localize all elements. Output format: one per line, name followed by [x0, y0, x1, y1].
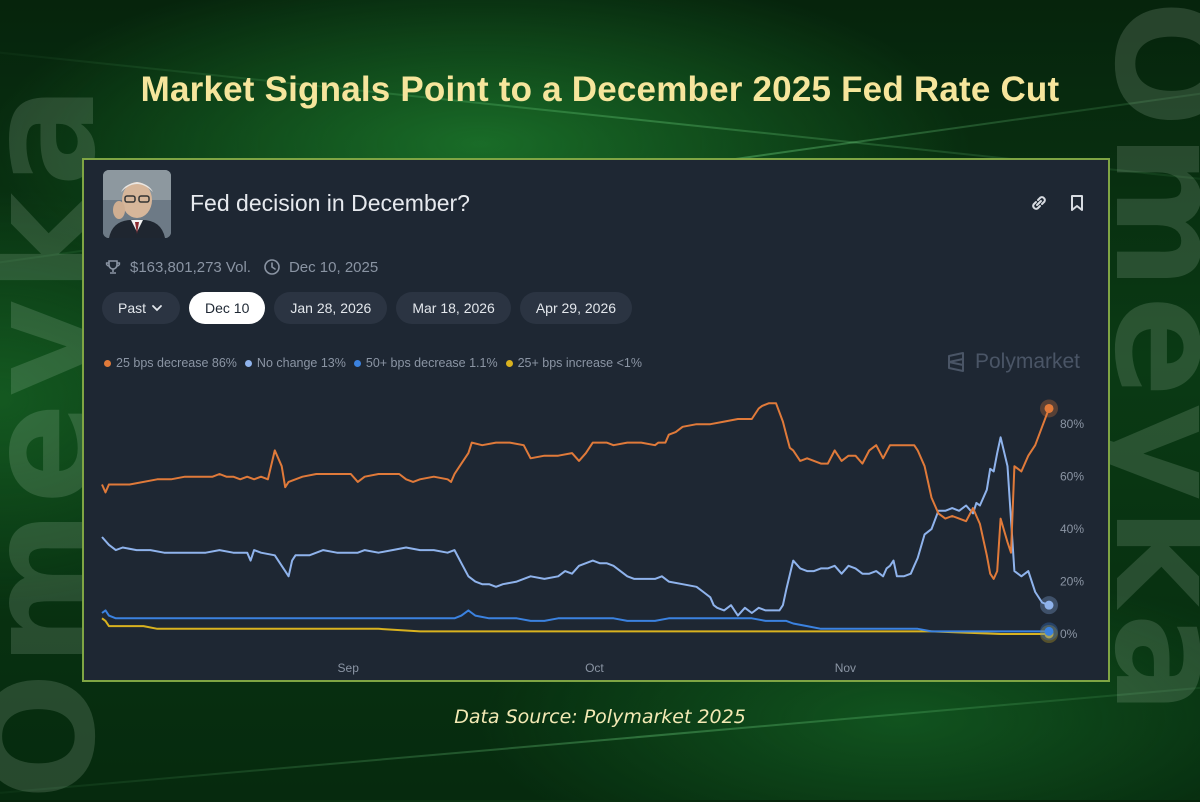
y-tick-label: 60% [1060, 470, 1084, 484]
date-tabs: Past Dec 10 Jan 28, 2026 Mar 18, 2026 Ap… [102, 292, 633, 324]
legend-label: 25 bps decrease 86% [116, 356, 237, 370]
link-icon[interactable] [1028, 192, 1050, 214]
series-line [101, 436, 1050, 617]
tab-mar-18-2026[interactable]: Mar 18, 2026 [396, 292, 511, 324]
market-avatar-image [103, 170, 171, 238]
bookmark-icon[interactable] [1066, 192, 1088, 214]
chevron-down-icon [152, 305, 162, 312]
x-tick-label: Sep [338, 661, 360, 675]
legend-label: 50+ bps decrease 1.1% [365, 356, 498, 370]
legend-dot [353, 359, 361, 367]
background-streak [0, 669, 1200, 802]
y-tick-label: 40% [1060, 522, 1084, 536]
brand-label: Polymarket [974, 350, 1080, 373]
series-end-point [1044, 403, 1054, 413]
legend-label: No change 13% [256, 356, 346, 370]
chart-legend: 25 bps decrease 86% No change 13% 50+ bp… [104, 356, 642, 370]
legend-dot [505, 359, 513, 367]
series-line [101, 617, 1049, 635]
clock-icon [264, 259, 280, 275]
legend-dot [104, 359, 111, 367]
legend-item: No change 13% [244, 356, 346, 370]
y-tick-label: 20% [1060, 575, 1084, 589]
tab-apr-29-2026[interactable]: Apr 29, 2026 [519, 292, 633, 324]
market-card-frame: Fed decision in December? $163,801,273 V… [82, 158, 1110, 682]
end-date-label: Dec 10, 2025 [288, 258, 379, 276]
probability-chart: 0% 20% 40% 60% 80% Sep Oct Nov [101, 399, 1084, 675]
polymarket-logo-icon [947, 352, 964, 372]
y-tick-label: 80% [1060, 417, 1084, 431]
tab-jan-28-2026[interactable]: Jan 28, 2026 [274, 292, 388, 324]
volume-label: $163,801,273 Vol. [130, 258, 251, 276]
page-title: Market Signals Point to a December 2025 … [140, 70, 1060, 109]
polymarket-brand: Polymarket [945, 350, 1080, 374]
legend-label: 25+ bps increase <1% [517, 356, 642, 370]
tab-past[interactable]: Past [102, 292, 181, 324]
watermark-right: Omeyka [1081, 0, 1200, 721]
x-tick-label: Oct [585, 661, 604, 675]
trophy-icon [105, 260, 121, 274]
market-meta: $163,801,273 Vol. Dec 10, 2025 [104, 258, 378, 276]
data-source-caption: Data Source: Polymarket 2025 [454, 706, 746, 728]
tab-past-label: Past [118, 300, 147, 316]
legend-dot [244, 359, 252, 367]
legend-item: 25 bps decrease 86% [104, 356, 237, 370]
series-line [101, 402, 1050, 580]
y-tick-label: 0% [1060, 627, 1078, 641]
legend-item: 50+ bps decrease 1.1% [353, 356, 498, 370]
x-tick-label: Nov [835, 661, 856, 675]
series-end-point [1044, 600, 1054, 610]
market-title: Fed decision in December? [190, 190, 470, 216]
series-end-point [1044, 626, 1054, 636]
market-card: Fed decision in December? $163,801,273 V… [84, 160, 1108, 680]
legend-item: 25+ bps increase <1% [505, 356, 642, 370]
tab-dec-10[interactable]: Dec 10 [189, 292, 266, 324]
series-line [101, 609, 1049, 633]
